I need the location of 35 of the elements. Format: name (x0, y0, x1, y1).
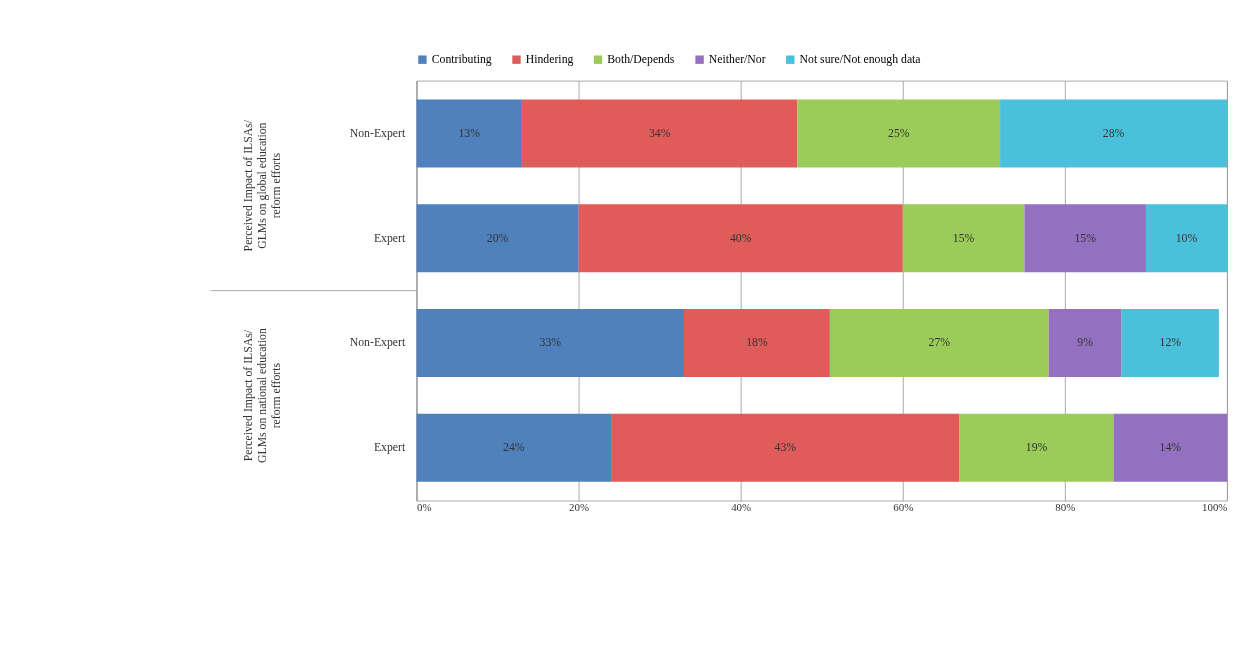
y-tick-label: Non-Expert (349, 336, 406, 350)
data-label: 28% (1102, 126, 1125, 140)
data-label: 13% (458, 126, 481, 140)
legend-label: Both/Depends (607, 53, 675, 67)
data-label: 14% (1159, 441, 1182, 455)
data-label: 24% (503, 441, 525, 455)
legend-label: Neither/Nor (708, 53, 766, 67)
data-label: 12% (1159, 336, 1182, 350)
legend-label: Contributing (431, 53, 492, 67)
x-tick-label: 100% (1201, 501, 1228, 514)
data-label: 15% (952, 231, 975, 245)
text: Perceived Impact of ILSAs/ GLMs on global education reform efforts (241, 119, 284, 252)
y-tick-label: Expert (373, 441, 406, 455)
data-label: 43% (774, 441, 797, 455)
x-tick-label: 0% (416, 501, 432, 514)
data-label: 33% (539, 336, 562, 350)
data-label: 25% (888, 126, 910, 140)
data-label: 34% (648, 126, 671, 140)
data-label: 20% (486, 231, 509, 245)
x-tick-label: 80% (1055, 501, 1076, 514)
y-tick-label: Non-Expert (349, 126, 406, 140)
data-label: 15% (1074, 231, 1097, 245)
x-tick-label: 40% (731, 501, 752, 514)
x-tick-label: 20% (569, 501, 590, 514)
y-tick-label: Expert (373, 231, 406, 245)
x-tick-label: 60% (893, 501, 914, 514)
legend-label: Not sure/Not enough data (799, 53, 922, 67)
text: Perceived Impact of ILSAs/ GLMs on national education reform efforts (241, 328, 284, 464)
data-label: 10% (1175, 231, 1198, 245)
data-label: 18% (746, 336, 768, 350)
data-label: 9% (1077, 336, 1094, 350)
data-label: 27% (928, 336, 951, 350)
data-label: 40% (729, 231, 752, 245)
legend-label: Hindering (525, 53, 574, 67)
data-label: 19% (1025, 441, 1048, 455)
